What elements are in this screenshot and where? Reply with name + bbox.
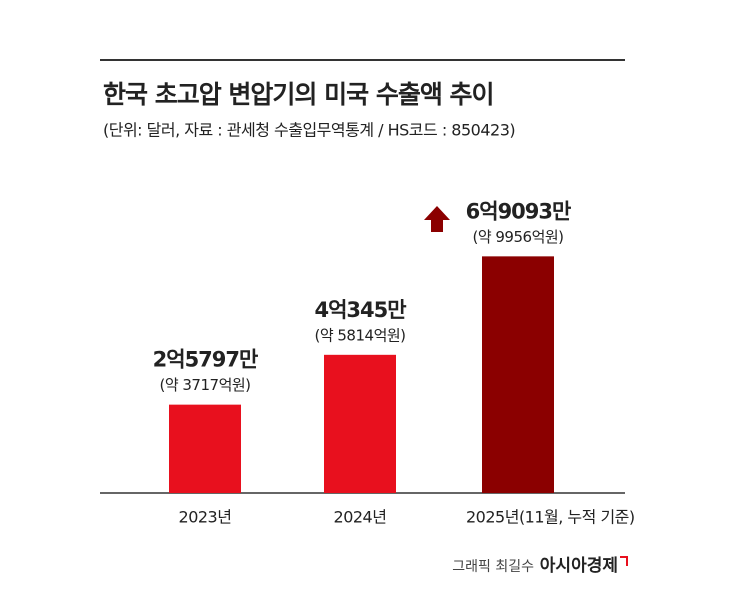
chart-subtitle: (단위: 달러, 자료 : 관세청 수출입무역통계 / HS코드 : 85042… bbox=[103, 121, 515, 140]
bar bbox=[482, 256, 554, 493]
source-logo: 아시아경제 bbox=[540, 556, 618, 576]
credit: 그래픽 최길수 bbox=[452, 559, 534, 575]
value-label: 2억5797만 bbox=[153, 348, 258, 372]
value-label: 6억9093만 bbox=[466, 199, 571, 223]
x-tick-label: 2023년 bbox=[179, 508, 232, 527]
chart-title: 한국 초고압 변압기의 미국 수출액 추이 bbox=[103, 80, 494, 109]
up-arrow-icon bbox=[424, 206, 450, 232]
annotation: (약 9956억원) bbox=[472, 228, 563, 246]
x-tick-label: 2025년(11월, 누적 기준) bbox=[466, 508, 635, 527]
bar bbox=[169, 404, 241, 493]
value-label: 4억345만 bbox=[314, 298, 406, 322]
x-tick-label: 2024년 bbox=[334, 508, 387, 527]
bar bbox=[324, 354, 396, 493]
logo-mark bbox=[620, 556, 628, 566]
annotation: (약 3717억원) bbox=[159, 376, 250, 394]
annotation: (약 5814억원) bbox=[314, 326, 405, 344]
